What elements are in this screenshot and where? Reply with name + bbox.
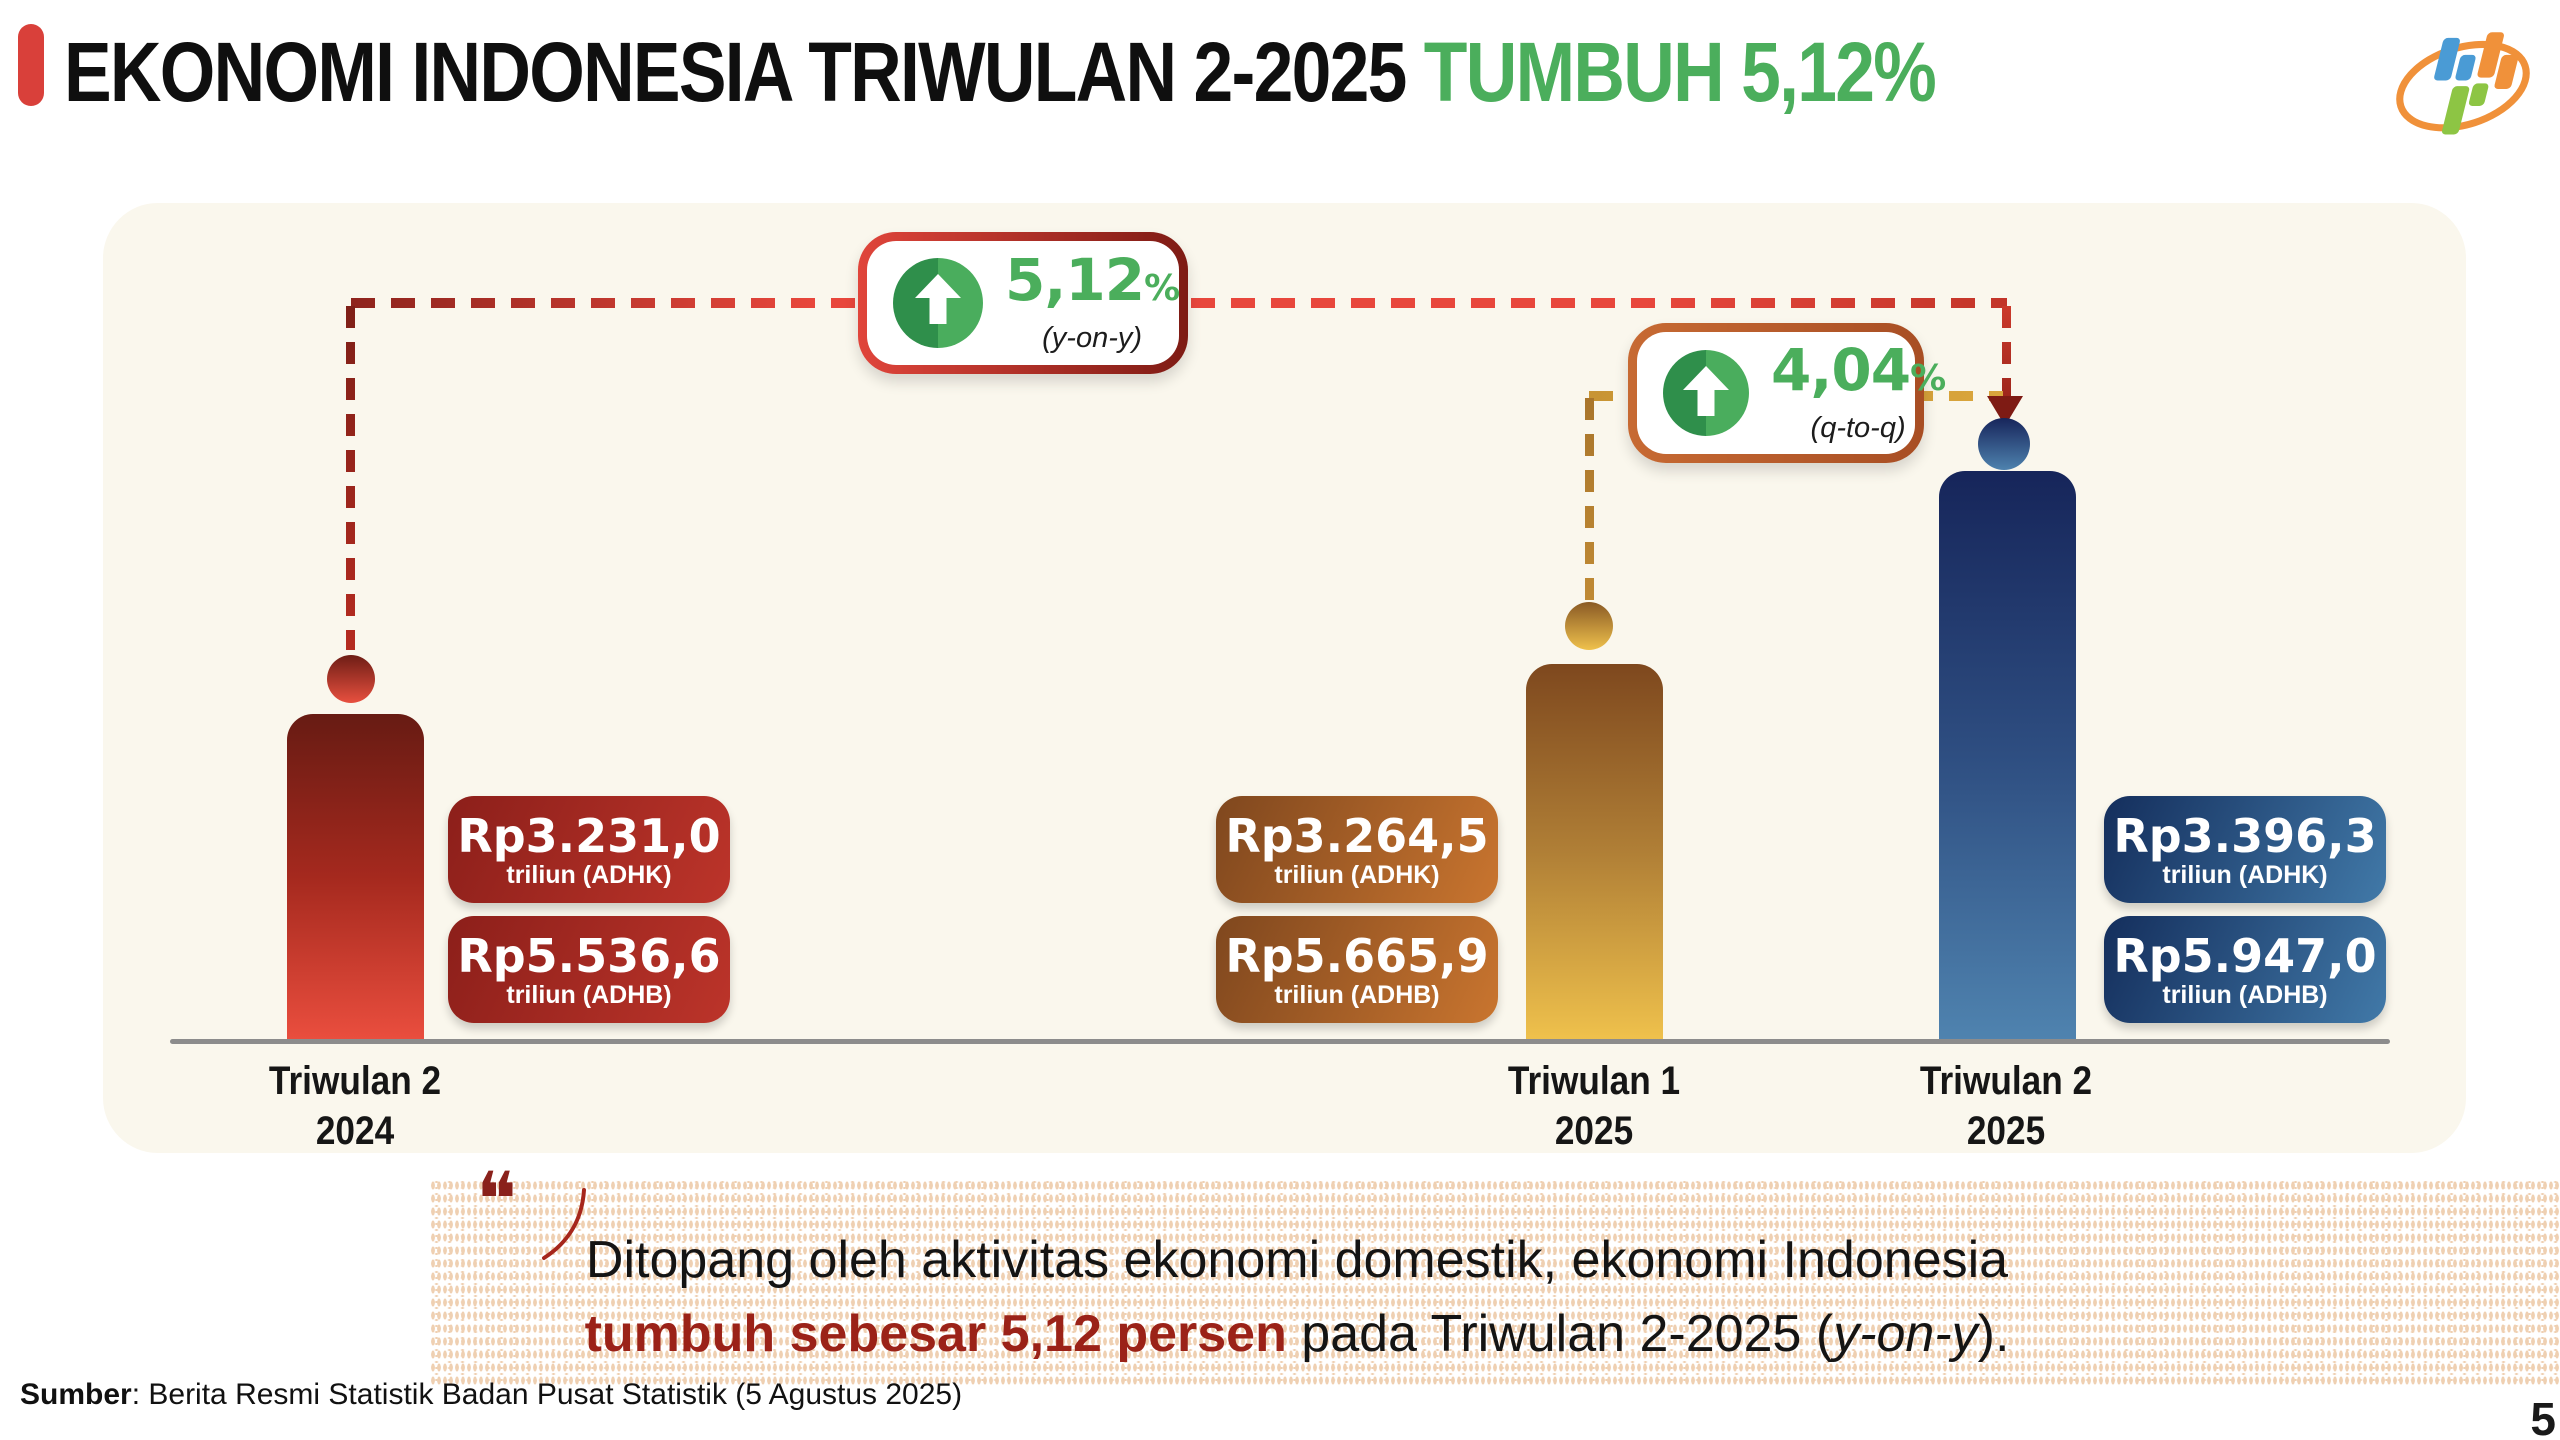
dot-q2-2024 bbox=[327, 655, 375, 703]
yoy-growth-value: 5,12% bbox=[1005, 246, 1180, 314]
q1-2025-dashed-drop bbox=[1585, 398, 1594, 604]
growth-badge-yoy: 5,12% (y-on-y) bbox=[858, 232, 1188, 374]
quote-icon: ❝ bbox=[476, 1155, 517, 1244]
title-accent-bar bbox=[18, 24, 44, 106]
dot-q1-2025 bbox=[1565, 602, 1613, 650]
axis-label-q2-2025: Triwulan 2 2025 bbox=[1919, 1059, 2093, 1153]
bar-q1-2025 bbox=[1526, 664, 1663, 1040]
quote-line-2: tumbuh sebesar 5,12 persen pada Triwulan… bbox=[584, 1305, 2010, 1363]
yoy-growth-basis: (y-on-y) bbox=[1042, 322, 1143, 354]
bar-q2-2025 bbox=[1939, 471, 2076, 1040]
value-box-adhb-q1-2025: Rp5.665,9 triliun (ADHB) bbox=[1216, 916, 1498, 1023]
qtq-growth-value: 4,04% bbox=[1771, 336, 1946, 404]
value-box-adhk-q1-2025: Rp3.264,5 triliun (ADHK) bbox=[1216, 796, 1498, 903]
bps-logo bbox=[2396, 32, 2530, 135]
axis-label-q1-2025: Triwulan 1 2025 bbox=[1507, 1059, 1681, 1153]
growth-badge-qtq: 4,04% (q-to-q) bbox=[1628, 323, 1946, 463]
quote-curl-icon bbox=[542, 1188, 586, 1260]
page-title-black: EKONOMI INDONESIA TRIWULAN 2-2025 bbox=[64, 25, 1424, 119]
qtq-growth-basis: (q-to-q) bbox=[1810, 412, 1906, 444]
value-box-adhb-q2-2024: Rp5.536,6 triliun (ADHB) bbox=[448, 916, 730, 1023]
axis-label-q2-2024: Triwulan 2 2024 bbox=[268, 1059, 442, 1153]
dotted-grid-background bbox=[430, 1179, 2560, 1385]
page-title: EKONOMI INDONESIA TRIWULAN 2-2025 TUMBUH… bbox=[64, 30, 1937, 114]
arrow-up-icon bbox=[1663, 350, 1749, 436]
value-box-adhb-q2-2025: Rp5.947,0 triliun (ADHB) bbox=[2104, 916, 2386, 1023]
q2-2025-dashed-drop bbox=[2002, 306, 2011, 398]
source-note: Sumber: Berita Resmi Statistik Badan Pus… bbox=[20, 1378, 963, 1411]
page-number: 5 bbox=[2530, 1393, 2556, 1440]
bar-q2-2024 bbox=[287, 714, 424, 1040]
q2-2024-dashed-drop bbox=[346, 306, 355, 650]
axis-baseline bbox=[170, 1039, 2390, 1044]
arrow-up-icon bbox=[893, 258, 983, 348]
dot-q2-2025 bbox=[1978, 418, 2030, 470]
value-box-adhk-q2-2025: Rp3.396,3 triliun (ADHK) bbox=[2104, 796, 2386, 903]
page-title-green: TUMBUH 5,12% bbox=[1423, 25, 1937, 119]
quote-line-1: Ditopang oleh aktivitas ekonomi domestik… bbox=[585, 1231, 2009, 1289]
value-box-adhk-q2-2024: Rp3.231,0 triliun (ADHK) bbox=[448, 796, 730, 903]
